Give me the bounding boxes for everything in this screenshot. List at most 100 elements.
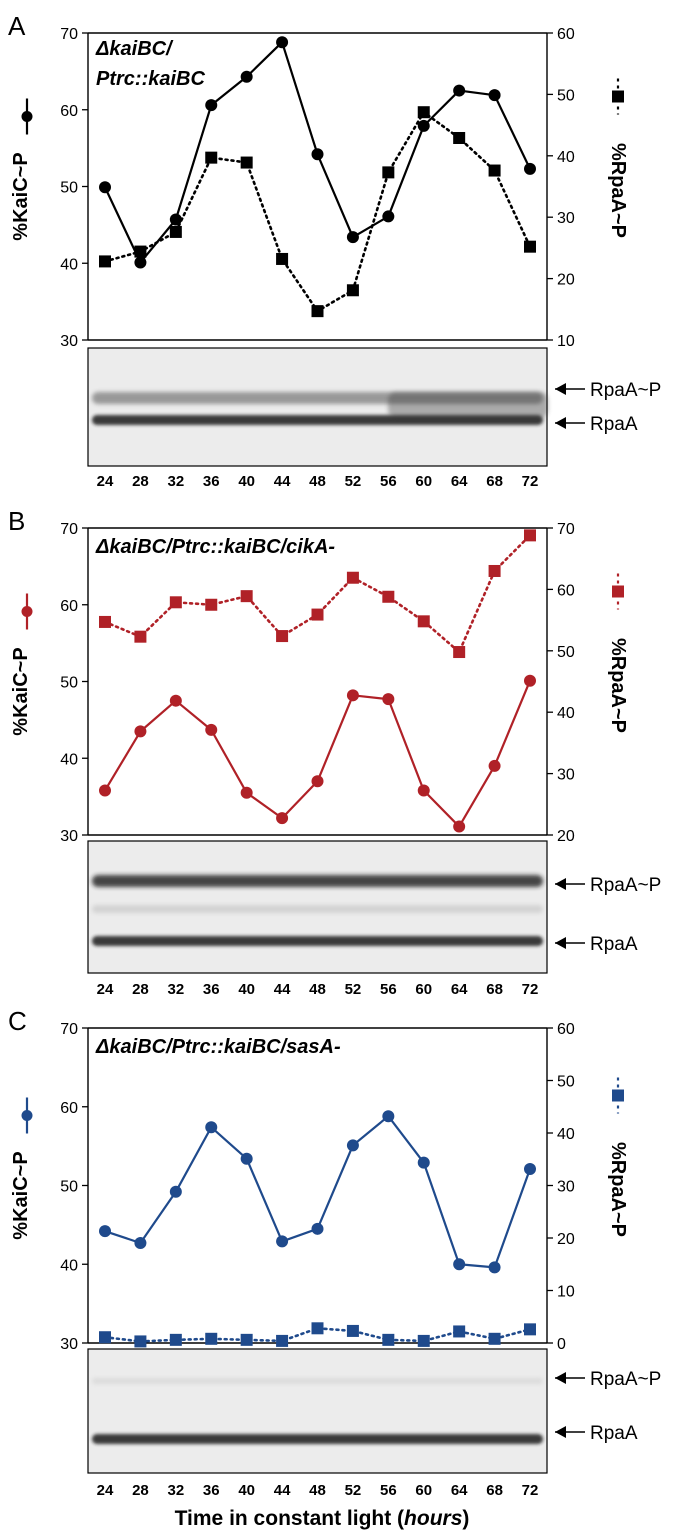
right-tick-label: 20: [557, 828, 575, 845]
arrow-head: [555, 417, 566, 429]
rpaa-point: [346, 284, 359, 297]
blot-frame: [87, 1348, 548, 1474]
legend-circle-marker: [21, 111, 33, 122]
panel-c: C 30 40 50 60 70 0 10 20 30 40 50 60 %KaiC~P %RpaA~P Δk…: [8, 1006, 661, 1499]
rpaa-point: [276, 630, 289, 643]
blot-lane-label: 36: [203, 1482, 220, 1499]
legend-square-marker: [612, 90, 624, 103]
rpaa-point: [382, 166, 395, 179]
blot-arrow: [555, 878, 585, 890]
kaic-point: [346, 1139, 359, 1152]
kaic-point: [453, 84, 466, 97]
right-legend-glyph: [612, 573, 624, 610]
blot-lane-label: 32: [167, 981, 184, 998]
right-tick-label: 60: [557, 582, 575, 599]
blot-lane-label: 24: [97, 1482, 114, 1499]
kaic-point: [453, 1258, 466, 1271]
right-tick-label: 70: [557, 521, 575, 538]
blot-smear: [388, 392, 548, 418]
blot-lane-label: 40: [238, 981, 255, 998]
right-tick-label: 0: [557, 1336, 566, 1353]
kaic-point: [205, 1121, 218, 1134]
left-legend-glyph: [21, 593, 33, 630]
kaic-point: [240, 70, 253, 83]
blot-lane-label: 40: [238, 473, 255, 490]
kaic-point: [346, 231, 359, 244]
blot-lane-label: 28: [132, 1482, 149, 1499]
blot-lane-label: 72: [522, 981, 539, 998]
blot-lane-label: 56: [380, 473, 397, 490]
kaic-point: [276, 36, 289, 49]
rpaa-point: [382, 590, 395, 603]
rpaa-point: [311, 1322, 324, 1335]
blot-lane-label: 44: [274, 1482, 291, 1499]
blot-lane-label: 52: [345, 981, 362, 998]
western-blot-image: [87, 347, 548, 467]
kaic-point: [488, 759, 501, 772]
left-tick-label: 60: [60, 1100, 78, 1117]
blot-lane-label: 56: [380, 1482, 397, 1499]
rpaa-point: [488, 1332, 501, 1345]
right-tick-label: 40: [557, 705, 575, 722]
blot-lane-label: 32: [167, 1482, 184, 1499]
blot-lane-label: 44: [274, 473, 291, 490]
blot-lane-label: 64: [451, 473, 468, 490]
right-tick-label: 10: [557, 333, 575, 350]
rpaa-point: [169, 225, 182, 238]
blot-band-label: RpaA~P: [590, 380, 661, 401]
right-tick-label: 10: [557, 1284, 575, 1301]
blot-band-rpaa: [92, 936, 543, 946]
left-axis-label: %KaiC~P: [10, 1151, 32, 1239]
rpaa-point: [99, 1331, 111, 1344]
kaic-point: [346, 689, 359, 702]
right-tick-label: 60: [557, 26, 575, 43]
strain-label-line2: Ptrc::kaiBC: [96, 68, 205, 90]
rpaa-point: [205, 151, 218, 164]
kaic-point: [311, 1222, 324, 1235]
blot-lane-label: 72: [522, 1482, 539, 1499]
kaic-point: [524, 674, 536, 687]
left-tick-label: 40: [60, 751, 78, 768]
blot-lane-label: 64: [451, 1482, 468, 1499]
kaic-point: [169, 694, 182, 707]
strain-label: ΔkaiBC/: [95, 38, 174, 60]
blot-band-label: RpaA: [590, 414, 638, 435]
rpaa-point: [453, 1325, 466, 1338]
rpaa-point: [382, 1333, 395, 1346]
arrow-head: [555, 383, 566, 395]
legend-circle-marker: [21, 1110, 33, 1121]
left-axis-label: %KaiC~P: [10, 152, 32, 240]
kaic-point: [311, 775, 324, 788]
blot-lane-label: 52: [345, 473, 362, 490]
rpaa-point: [134, 1335, 147, 1348]
kaic-point: [99, 181, 111, 194]
blot-lane-label: 48: [309, 981, 326, 998]
right-tick-label: 50: [557, 644, 575, 661]
rpaa-point: [205, 1332, 218, 1345]
western-blot-image: [87, 1348, 548, 1474]
rpaa-point: [134, 245, 147, 258]
kaic-point: [240, 1152, 253, 1165]
right-tick-label: 20: [557, 272, 575, 289]
left-tick-label: 30: [60, 1336, 78, 1353]
kaic-point: [488, 1261, 501, 1274]
kaic-series-line: [104, 1115, 532, 1269]
legend-square-marker: [612, 585, 624, 598]
blot-band-label: RpaA~P: [590, 1369, 661, 1390]
right-axis-label: %RpaA~P: [607, 638, 629, 733]
blot-band-rpaa: [92, 1434, 543, 1444]
kaic-point: [417, 784, 430, 797]
right-tick-label: 60: [557, 1021, 575, 1038]
left-tick-label: 70: [60, 1021, 78, 1038]
blot-band-label: RpaA: [590, 934, 638, 955]
right-axis-label: %RpaA~P: [607, 1142, 629, 1237]
kaic-point: [169, 1185, 182, 1198]
left-legend-glyph: [21, 1097, 33, 1134]
rpaa-point: [346, 1324, 359, 1337]
blot-arrow: [555, 417, 585, 429]
x-axis-title: Time in constant light (hours): [175, 1507, 470, 1530]
kaic-point: [382, 693, 395, 706]
blot-band-rpaap: [92, 875, 543, 887]
strain-label: ΔkaiBC/Ptrc::kaiBC/sasA-: [95, 1036, 341, 1058]
rpaa-point: [240, 590, 253, 603]
